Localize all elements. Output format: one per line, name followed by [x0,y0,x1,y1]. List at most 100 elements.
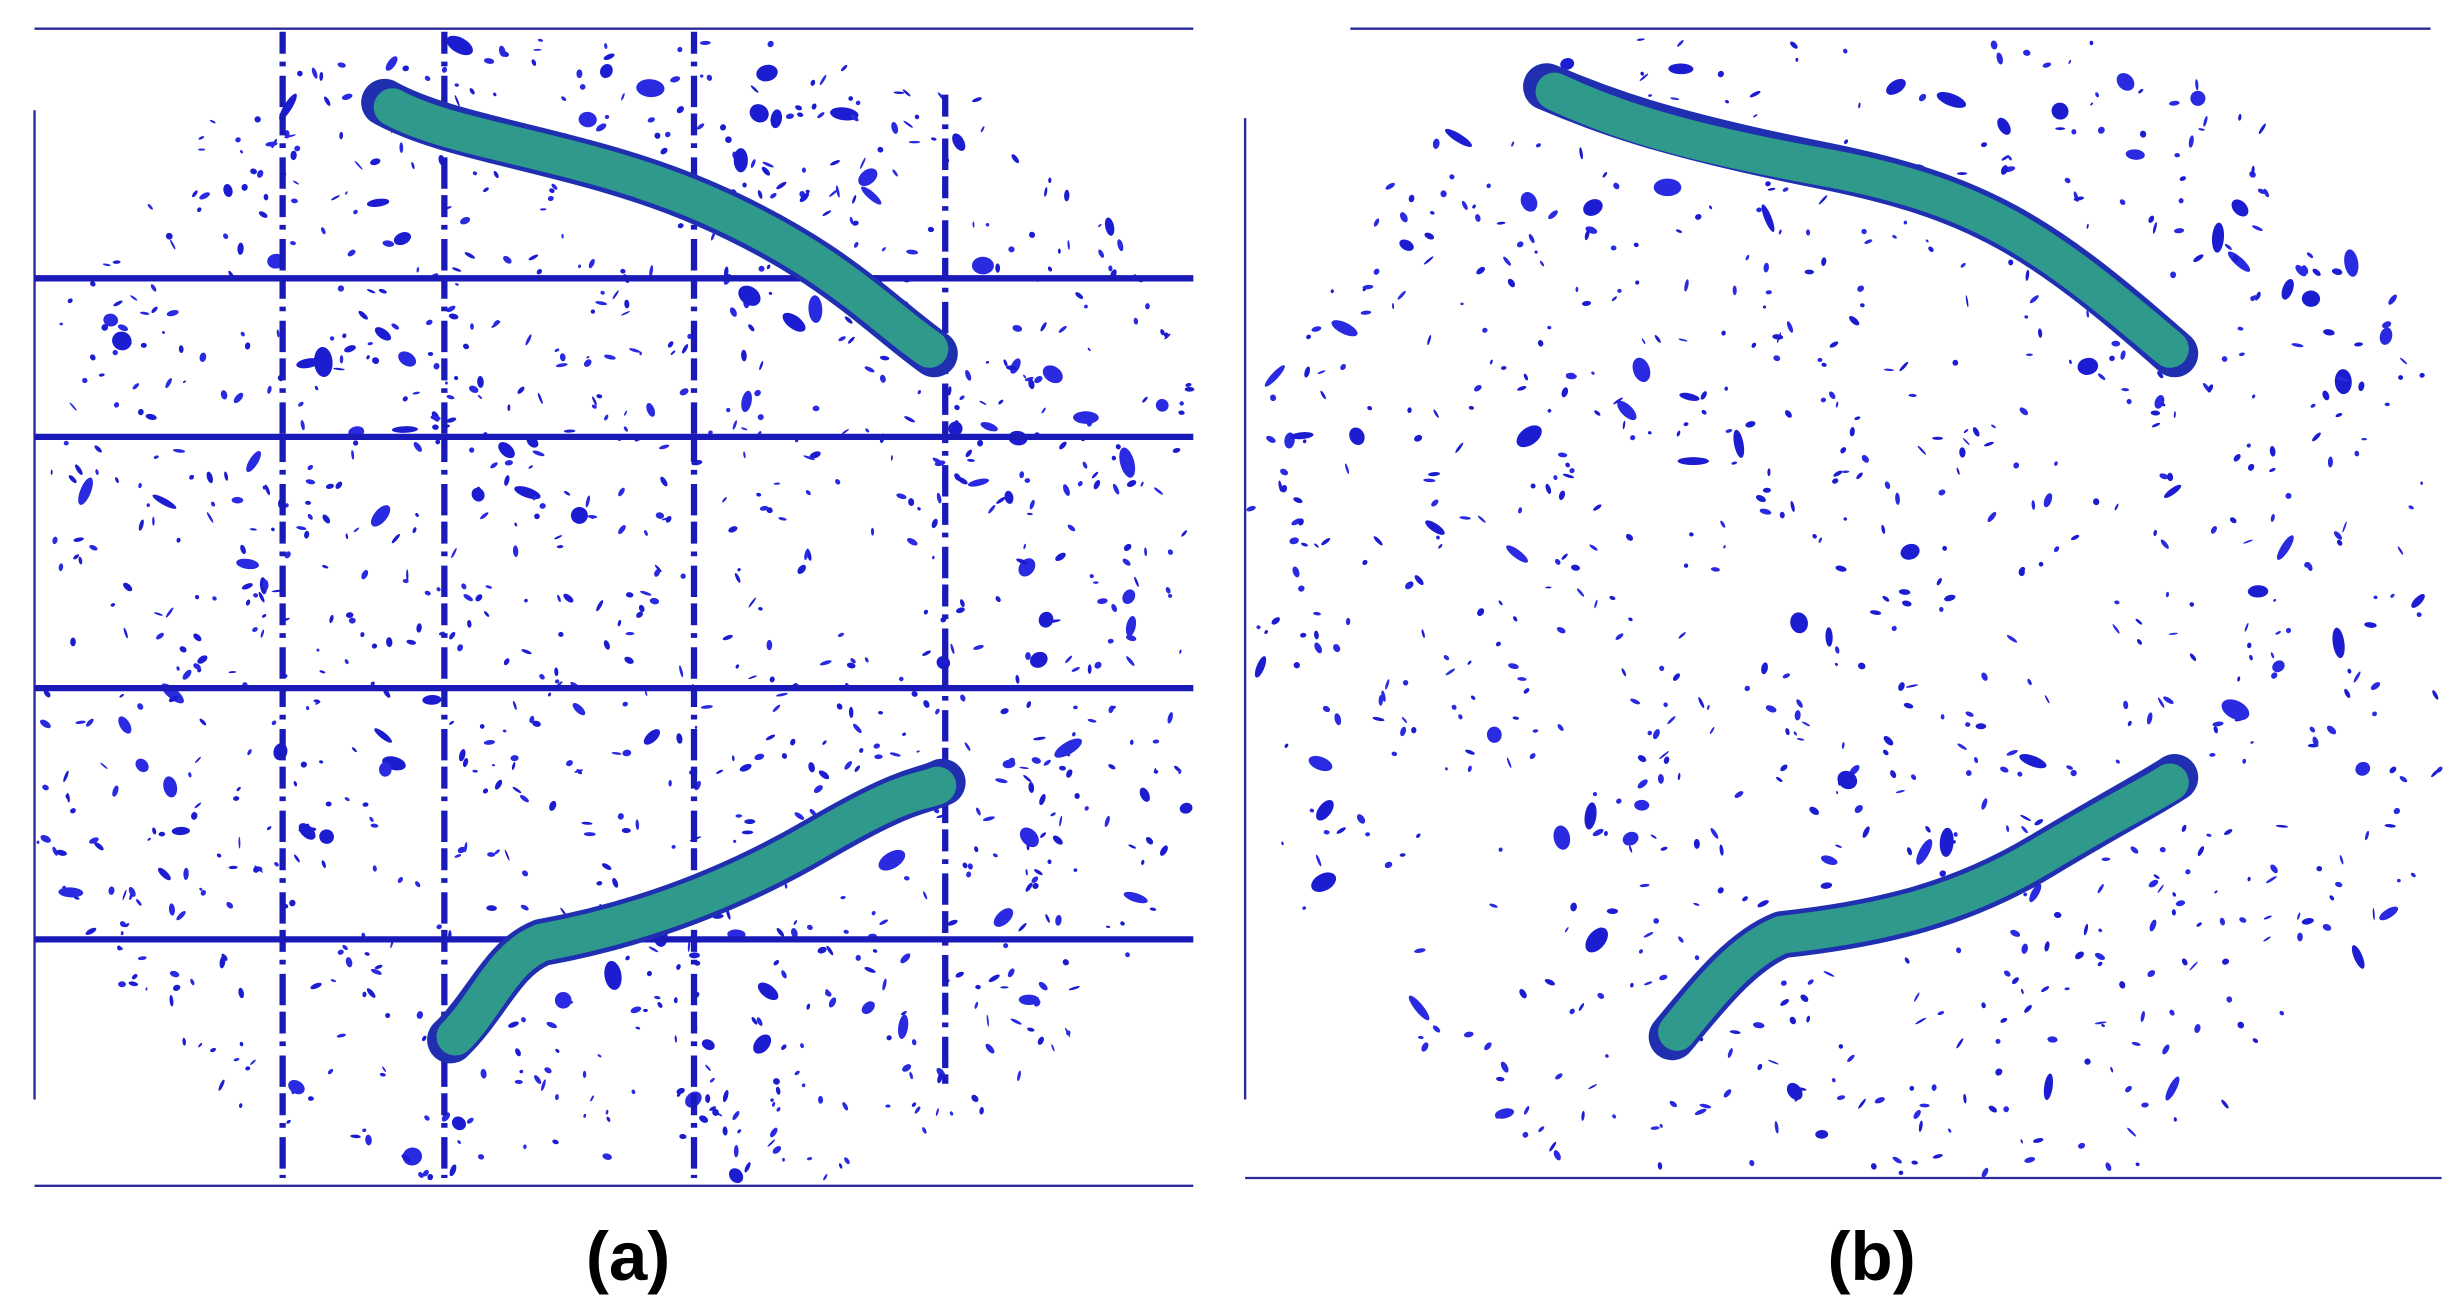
speck [1622,420,1626,430]
speck [1181,530,1188,537]
speck [559,353,566,362]
speck [191,812,198,820]
speck [977,439,984,447]
speck [1424,232,1435,240]
speck [2017,771,2023,777]
speck [2198,128,2205,131]
speck [348,617,356,624]
speck [676,733,683,744]
speck [1537,340,1544,347]
speck [2388,294,2397,305]
speck [436,587,441,592]
speck [2159,847,2166,853]
speck [339,355,344,364]
speck [1006,365,1018,371]
speck [1724,386,1728,391]
speck [480,512,489,520]
speck [1280,468,1289,476]
speck [534,1075,542,1085]
speck [493,170,499,179]
speck [822,740,827,745]
speck [199,718,207,726]
speck [1939,606,1944,612]
speck [1862,826,1870,838]
speck [1710,567,1720,572]
speck [2358,381,2365,392]
speck [722,496,727,503]
speck [2373,595,2378,600]
speck [1585,927,1608,953]
speck [759,361,764,371]
speck [1678,338,1688,342]
speck [1939,827,1954,857]
speck [477,1154,485,1160]
speck [1322,705,1331,713]
speck [1668,63,1694,75]
speck [120,931,124,936]
speck [766,264,771,270]
speck [836,703,843,710]
speck [307,1096,314,1101]
panel-label: (a) [586,1217,670,1295]
speck [2001,155,2010,161]
speck [86,718,94,727]
speck [512,786,522,794]
speck [1913,1109,1921,1119]
speck [1506,757,1512,768]
speck [772,1101,776,1107]
speck [462,757,469,768]
speck [1016,558,1028,565]
speck [2053,546,2060,553]
speck [2020,566,2026,572]
speck [864,657,869,663]
speck [1436,535,1440,540]
speck [1522,1131,1529,1138]
speck [1125,952,1130,958]
panel-label: (b) [1828,1217,1916,1295]
speck [1149,907,1157,911]
speck [176,910,186,921]
speck [679,1134,687,1140]
speck [1917,445,1927,455]
speck [2077,357,2099,375]
speck [391,533,400,544]
speck [252,627,258,632]
speck [1443,655,1450,661]
speck [1995,1068,2003,1076]
speck [512,700,517,710]
speck [1034,376,1043,384]
speck [1749,90,1761,98]
speck [532,495,537,501]
speck [2252,394,2256,399]
speck [145,413,157,420]
speck [1392,302,1395,310]
speck [197,207,202,213]
speck [649,265,654,277]
speck [1864,239,1873,245]
speck [1553,1150,1561,1161]
speck [482,788,489,794]
speck [995,263,1001,273]
speck [271,527,275,532]
speck [206,512,214,523]
speck [972,221,975,228]
speck [2152,222,2157,234]
speck [1952,359,1959,366]
speck [676,1087,685,1095]
speck [198,136,205,140]
speck [611,752,622,755]
speck [1476,266,1486,275]
speck [313,699,320,703]
speck [881,247,886,252]
speck [2003,1106,2010,1113]
speck [785,113,794,120]
speck [112,349,118,356]
speck [1498,847,1503,852]
speck [2212,721,2224,727]
speck [1988,1105,1998,1113]
speck [519,794,529,803]
speck [1944,594,1956,602]
speck [937,1072,943,1084]
speck [531,59,537,66]
speck [1765,290,1772,295]
